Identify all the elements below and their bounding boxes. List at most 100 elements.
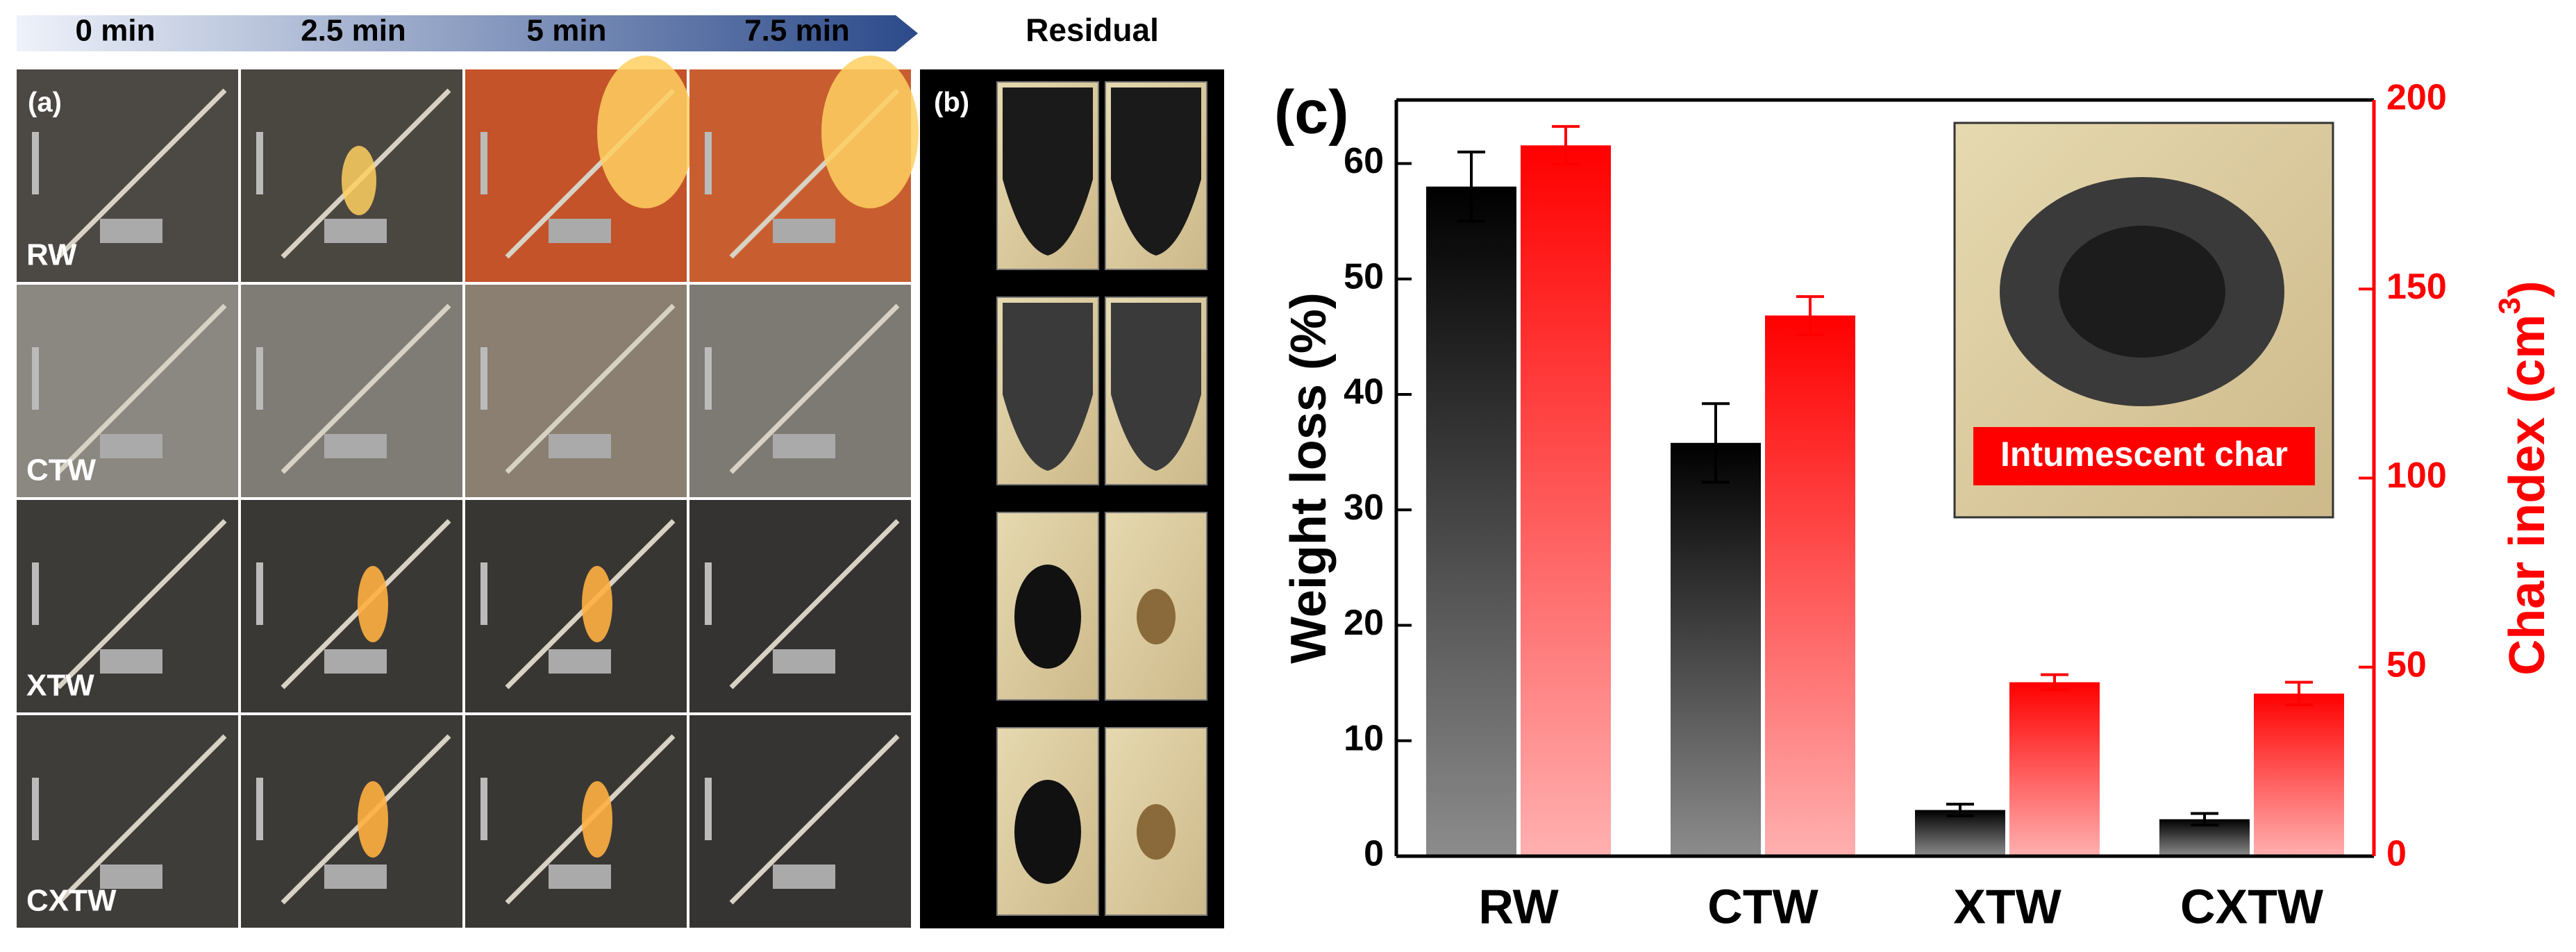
flame xyxy=(582,566,612,642)
cabinet-handle xyxy=(705,132,712,194)
y-tick-label: 60 xyxy=(1344,141,1384,181)
panel-c-label: (c) xyxy=(1274,77,1349,146)
cabinet-handle xyxy=(256,132,263,194)
y2-tick-label: 200 xyxy=(2386,78,2447,118)
burner xyxy=(324,865,387,889)
y2-label-text: Char index (cm xyxy=(2500,315,2555,676)
bar xyxy=(1671,442,1761,856)
y2-tick-label: 150 xyxy=(2386,267,2447,307)
cabinet-handle xyxy=(32,562,39,625)
sample-stick xyxy=(281,303,451,474)
photo xyxy=(689,715,911,928)
sample-stick xyxy=(505,303,676,474)
photo xyxy=(689,500,911,712)
burner xyxy=(549,649,611,674)
char-spot xyxy=(1014,780,1081,884)
row-label: CTW xyxy=(26,453,97,487)
photo xyxy=(17,285,238,497)
sample-stick xyxy=(729,303,900,474)
time-label: 7.5 min xyxy=(744,14,850,48)
burner xyxy=(100,865,162,889)
panel-b-label: (b) xyxy=(934,87,969,118)
cabinet-handle xyxy=(256,562,263,625)
burner xyxy=(773,649,835,674)
photo xyxy=(241,715,462,928)
y-tick-label: 30 xyxy=(1344,487,1384,528)
cabinet-handle xyxy=(705,778,712,840)
burner xyxy=(100,219,162,243)
cabinet-handle xyxy=(256,778,263,840)
char-spot xyxy=(1014,565,1081,669)
cabinet-handle xyxy=(32,132,39,194)
sample-stick xyxy=(729,734,900,905)
y2-tick-label: 0 xyxy=(2386,834,2407,874)
time-label: 2.5 min xyxy=(301,14,406,48)
burner xyxy=(773,219,835,243)
x-tick-label: XTW xyxy=(1953,879,2061,933)
cabinet-handle xyxy=(705,562,712,625)
y-axis-label: Weight loss (%) xyxy=(1281,292,1337,664)
x-tick-label: CXTW xyxy=(2180,879,2323,933)
row-label: CXTW xyxy=(26,884,117,918)
char-region xyxy=(1111,87,1201,256)
panel-a-label: (a) xyxy=(28,87,62,118)
burner xyxy=(324,434,387,458)
cabinet-handle xyxy=(705,347,712,410)
bar xyxy=(1915,810,2005,856)
photo xyxy=(17,69,238,282)
sample-stick xyxy=(56,734,227,905)
burner xyxy=(100,434,162,458)
burner xyxy=(549,865,611,889)
cabinet-handle xyxy=(480,132,487,194)
y2-tick-label: 50 xyxy=(2386,644,2427,685)
y-tick-label: 50 xyxy=(1344,256,1384,297)
cabinet-handle xyxy=(32,778,39,840)
time-arrow xyxy=(17,15,918,51)
bar xyxy=(2254,693,2344,856)
bar xyxy=(1426,186,1516,856)
sample-stick xyxy=(56,303,227,474)
photo xyxy=(241,500,462,712)
char-spot xyxy=(1137,804,1176,860)
burner xyxy=(773,865,835,889)
cabinet-handle xyxy=(480,347,487,410)
photo xyxy=(17,715,238,928)
row-label: RW xyxy=(26,238,77,272)
y2-tick-label: 100 xyxy=(2386,456,2447,496)
photo xyxy=(465,715,687,928)
time-label: 5 min xyxy=(527,14,607,48)
char-region xyxy=(1111,303,1201,471)
photo xyxy=(465,285,687,497)
photo xyxy=(465,500,687,712)
annotation: Intumescent char xyxy=(2000,435,2288,474)
flame xyxy=(821,56,919,208)
sample-stick xyxy=(729,519,900,690)
inset-char-core xyxy=(2059,226,2225,358)
burner xyxy=(773,434,835,458)
y-tick-label: 40 xyxy=(1344,372,1384,412)
char-region xyxy=(1003,87,1093,256)
y-tick-label: 10 xyxy=(1344,718,1384,758)
flame xyxy=(582,781,612,858)
photo xyxy=(689,285,911,497)
flame xyxy=(358,566,388,642)
cabinet-handle xyxy=(32,347,39,410)
x-tick-label: RW xyxy=(1478,879,1558,933)
flame xyxy=(342,146,376,215)
y2-label-end: ) xyxy=(2500,281,2555,297)
row-label: XTW xyxy=(26,669,94,703)
cabinet-handle xyxy=(256,347,263,410)
flame xyxy=(358,781,388,858)
sample-stick xyxy=(56,519,227,690)
cabinet-handle xyxy=(480,778,487,840)
char-spot xyxy=(1137,589,1176,644)
burner xyxy=(324,649,387,674)
burner xyxy=(100,649,162,674)
bar xyxy=(2009,682,2100,856)
photo xyxy=(17,500,238,712)
x-tick-label: CTW xyxy=(1707,879,1818,933)
y-tick-label: 20 xyxy=(1344,603,1384,643)
y-tick-label: 0 xyxy=(1364,834,1384,874)
char-region xyxy=(1003,303,1093,471)
bar xyxy=(1521,145,1611,857)
